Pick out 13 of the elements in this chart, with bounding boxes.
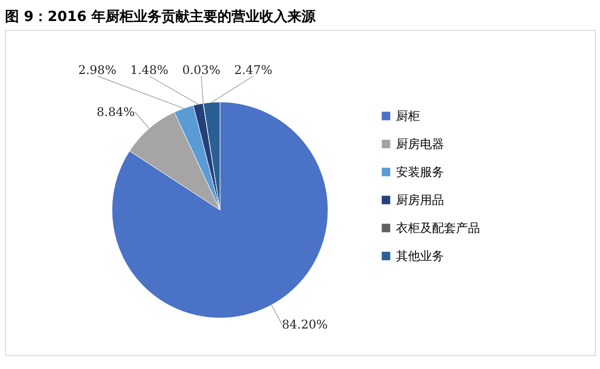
- legend-label: 厨柜: [396, 109, 420, 123]
- data-label: 84.20%: [282, 317, 328, 332]
- legend-label: 厨房电器: [396, 137, 444, 151]
- data-label: 1.48%: [130, 63, 168, 77]
- legend-label: 其他业务: [396, 249, 444, 263]
- legend-label: 厨房用品: [396, 193, 444, 207]
- chart-title: 图 9：2016 年厨柜业务贡献主要的营业收入来源: [5, 8, 316, 25]
- data-label: 8.84%: [96, 104, 135, 119]
- data-label: 2.47%: [234, 63, 272, 77]
- data-label: 0.03%: [182, 63, 220, 77]
- legend-label: 安装服务: [396, 165, 444, 179]
- legend-label: 衣柜及配套产品: [396, 221, 480, 235]
- data-label: 2.98%: [78, 63, 116, 77]
